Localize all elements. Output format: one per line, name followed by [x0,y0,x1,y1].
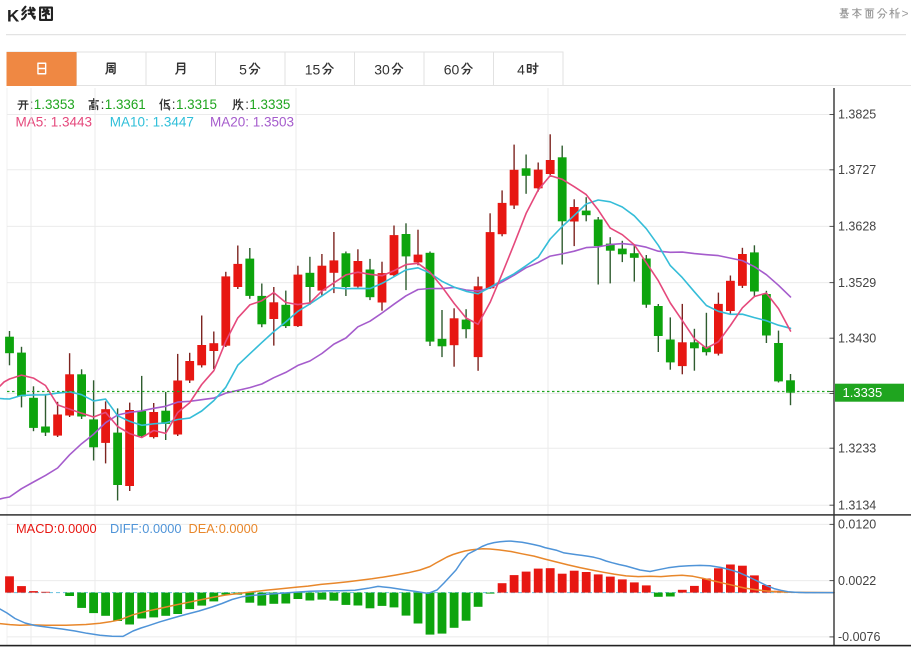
svg-text:0.0120: 0.0120 [838,518,876,532]
svg-text:1.3825: 1.3825 [838,108,876,122]
svg-text:>: > [902,7,909,21]
svg-text:1.3430: 1.3430 [838,331,876,345]
svg-text:0.0022: 0.0022 [838,574,876,588]
svg-text:1.3353: 1.3353 [34,97,75,112]
svg-text:DIFF:: DIFF: [110,521,142,536]
svg-text:5: 5 [239,62,247,78]
svg-text:K: K [7,7,20,26]
svg-text:4: 4 [517,62,525,78]
svg-text:1.3315: 1.3315 [176,97,217,112]
svg-text:1.3335: 1.3335 [843,385,883,400]
svg-text:1.3727: 1.3727 [838,163,876,177]
svg-text:MACD:: MACD: [16,521,57,536]
svg-text:30: 30 [374,62,390,78]
svg-text:MA20: 1.3503: MA20: 1.3503 [210,114,294,129]
svg-text::: : [101,97,105,112]
svg-text:-0.0076: -0.0076 [838,630,880,644]
svg-text:1.3134: 1.3134 [838,498,876,512]
svg-text:15: 15 [305,62,321,78]
svg-text:1.3529: 1.3529 [838,276,876,290]
svg-text:1.3335: 1.3335 [249,97,290,112]
svg-text:DEA:: DEA: [189,521,219,536]
svg-text:MA10: 1.3447: MA10: 1.3447 [110,114,194,129]
svg-text:1.3361: 1.3361 [105,97,146,112]
svg-text:60: 60 [444,62,460,78]
svg-text:0.0000: 0.0000 [219,521,258,536]
svg-text:1.3628: 1.3628 [838,220,876,234]
svg-text:0.0000: 0.0000 [142,521,181,536]
svg-text:1.3233: 1.3233 [838,441,876,455]
svg-text::: : [172,97,176,112]
svg-text::: : [245,97,249,112]
svg-text:0.0000: 0.0000 [58,521,97,536]
svg-text:MA5: 1.3443: MA5: 1.3443 [16,114,93,129]
